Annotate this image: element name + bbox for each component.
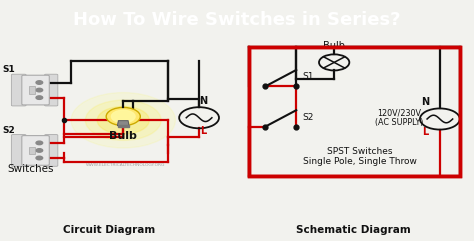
Text: WWW.ELECTRICALTECHNOLOGY.ORG: WWW.ELECTRICALTECHNOLOGY.ORG [86,162,165,167]
Polygon shape [118,121,129,126]
Circle shape [85,100,161,140]
Text: S1: S1 [302,72,313,81]
Bar [118,125,129,127]
FancyBboxPatch shape [22,75,49,105]
Circle shape [106,107,140,126]
Text: S1: S1 [2,66,15,74]
Circle shape [36,96,43,99]
Bar [29,147,35,154]
Circle shape [36,81,43,84]
FancyBboxPatch shape [45,74,58,106]
Text: SPST Switches
Single Pole, Single Throw: SPST Switches Single Pole, Single Throw [303,147,417,167]
Circle shape [111,110,135,123]
Circle shape [36,156,43,160]
Text: N: N [421,97,430,107]
FancyBboxPatch shape [11,134,26,166]
Circle shape [36,141,43,145]
Text: Bulb: Bulb [323,41,345,51]
Circle shape [36,88,43,92]
Text: N: N [199,96,207,106]
Circle shape [97,107,149,134]
Bar [29,86,35,94]
FancyBboxPatch shape [45,134,58,166]
Text: 120V/230V
(AC SUPPLY): 120V/230V (AC SUPPLY) [375,108,424,127]
Text: How To Wire Switches in Series?: How To Wire Switches in Series? [73,11,401,29]
Text: L: L [422,127,429,137]
Text: Bulb: Bulb [109,131,137,141]
Text: S2: S2 [2,126,15,135]
Circle shape [36,149,43,152]
Text: Schematic Diagram: Schematic Diagram [296,225,410,235]
FancyBboxPatch shape [11,74,26,106]
Text: L: L [200,126,206,136]
Text: S2: S2 [302,113,313,121]
Text: Switches: Switches [8,164,54,174]
Text: Circuit Diagram: Circuit Diagram [63,225,155,235]
FancyBboxPatch shape [22,136,49,165]
Circle shape [71,93,175,148]
